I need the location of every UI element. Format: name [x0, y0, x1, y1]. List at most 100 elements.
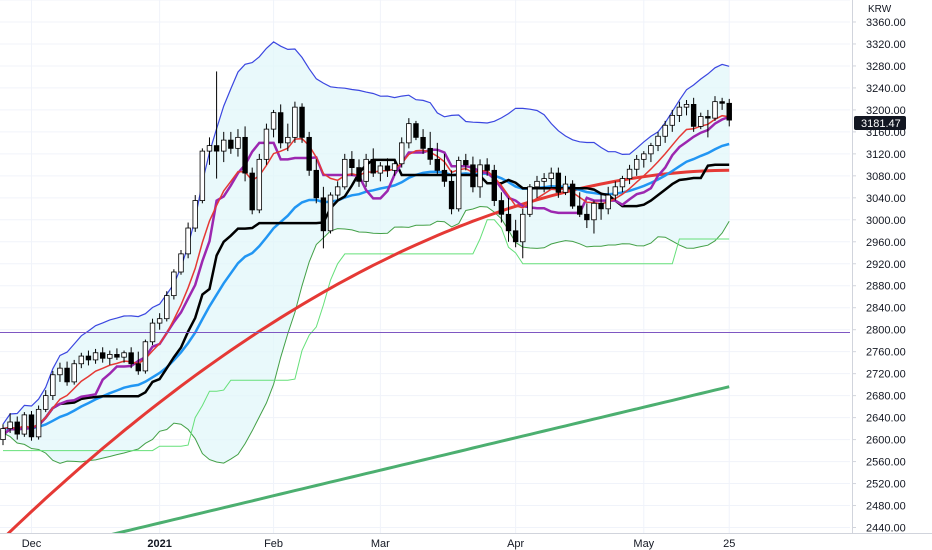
candle[interactable]: [320, 186, 327, 249]
candle[interactable]: [484, 158, 490, 176]
candle[interactable]: [313, 159, 319, 204]
candle[interactable]: [683, 100, 690, 116]
candle[interactable]: [213, 71, 220, 179]
candle[interactable]: [562, 175, 569, 196]
candle[interactable]: [142, 339, 149, 374]
candle[interactable]: [85, 350, 92, 366]
candle[interactable]: [363, 153, 369, 187]
candle[interactable]: [92, 348, 99, 364]
candle[interactable]: [256, 153, 263, 214]
candle[interactable]: [534, 175, 540, 198]
price-axis-panel[interactable]: [852, 0, 932, 533]
candle[interactable]: [527, 184, 533, 218]
candle[interactable]: [391, 159, 398, 176]
candle[interactable]: [228, 131, 234, 154]
candle[interactable]: [128, 347, 134, 369]
candle[interactable]: [356, 159, 362, 187]
candle[interactable]: [206, 137, 213, 165]
candle[interactable]: [192, 195, 198, 232]
candle[interactable]: [242, 126, 248, 182]
candle[interactable]: [584, 203, 590, 229]
candle[interactable]: [235, 129, 241, 157]
candle[interactable]: [420, 129, 426, 154]
candle[interactable]: [477, 159, 483, 198]
candle[interactable]: [619, 175, 626, 193]
candle[interactable]: [43, 390, 49, 413]
candle[interactable]: [185, 222, 191, 259]
candle[interactable]: [669, 109, 675, 132]
candle[interactable]: [676, 101, 683, 122]
candle[interactable]: [292, 101, 298, 143]
candle[interactable]: [413, 120, 419, 141]
candle[interactable]: [342, 153, 348, 190]
candle[interactable]: [7, 413, 13, 433]
candle[interactable]: [591, 200, 597, 234]
candle[interactable]: [548, 167, 554, 187]
candle[interactable]: [384, 158, 391, 177]
candle[interactable]: [99, 347, 106, 363]
candle[interactable]: [641, 151, 647, 168]
candle[interactable]: [28, 411, 35, 441]
candle[interactable]: [470, 156, 476, 193]
candle[interactable]: [406, 118, 412, 149]
candle[interactable]: [441, 153, 448, 187]
candle[interactable]: [626, 164, 633, 185]
candle[interactable]: [64, 361, 70, 386]
candle[interactable]: [277, 104, 284, 149]
candle[interactable]: [50, 370, 56, 401]
candle[interactable]: [221, 131, 227, 163]
candle[interactable]: [399, 137, 405, 168]
candle[interactable]: [249, 167, 255, 215]
candle[interactable]: [598, 192, 604, 220]
candle[interactable]: [698, 112, 704, 130]
candle[interactable]: [164, 291, 170, 322]
candle[interactable]: [434, 142, 441, 176]
candle[interactable]: [156, 313, 163, 330]
candle[interactable]: [662, 120, 668, 143]
candle[interactable]: [35, 405, 42, 440]
candle[interactable]: [78, 352, 85, 369]
candle[interactable]: [705, 109, 711, 138]
candle[interactable]: [690, 97, 697, 132]
candle[interactable]: [455, 156, 462, 212]
candle[interactable]: [299, 103, 305, 143]
candle[interactable]: [149, 318, 156, 346]
candle[interactable]: [270, 109, 277, 138]
candle[interactable]: [71, 359, 77, 385]
candle[interactable]: [612, 181, 619, 201]
candle[interactable]: [577, 192, 583, 218]
price-axis[interactable]: 2440.00 2480.00 2520.00 2560.00 2600.00 2640.…: [852, 17, 906, 535]
candle[interactable]: [505, 197, 512, 242]
candle[interactable]: [491, 164, 497, 207]
candle[interactable]: [726, 98, 732, 127]
candle[interactable]: [114, 348, 120, 360]
candle[interactable]: [377, 162, 384, 182]
candle[interactable]: [171, 269, 177, 300]
candle[interactable]: [121, 350, 127, 363]
candle[interactable]: [427, 131, 433, 165]
candle[interactable]: [569, 180, 576, 209]
candle[interactable]: [306, 131, 312, 176]
candle[interactable]: [541, 173, 547, 193]
candles[interactable]: [0, 71, 732, 446]
candle[interactable]: [334, 181, 341, 201]
candle[interactable]: [57, 362, 63, 382]
candle[interactable]: [512, 219, 519, 248]
candle[interactable]: [370, 148, 376, 177]
candle[interactable]: [498, 192, 505, 223]
candle[interactable]: [199, 148, 206, 204]
candle[interactable]: [349, 151, 355, 176]
candle[interactable]: [520, 208, 526, 259]
candle[interactable]: [448, 170, 455, 215]
time-axis[interactable]: Dec 2021 Feb Mar Apr May 25: [22, 538, 736, 550]
time-axis-panel[interactable]: [0, 533, 932, 550]
candle[interactable]: [135, 351, 141, 375]
candle[interactable]: [14, 416, 20, 440]
candle[interactable]: [178, 250, 184, 275]
candle[interactable]: [463, 153, 469, 171]
candle[interactable]: [712, 96, 718, 121]
candle[interactable]: [648, 142, 654, 163]
candle[interactable]: [327, 192, 334, 234]
candle[interactable]: [285, 123, 291, 152]
